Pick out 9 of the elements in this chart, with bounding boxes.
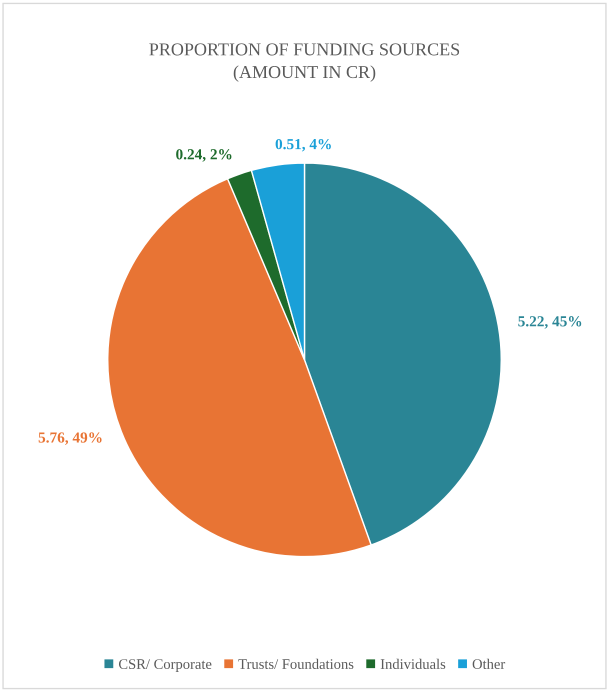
data-label: 0.24, 2% <box>176 149 232 162</box>
legend-label: CSR/ Corporate <box>118 659 212 672</box>
legend-label: Other <box>472 658 506 669</box>
data-label: 0.51, 4% <box>276 138 331 152</box>
data-label: 5.22, 45% <box>518 316 582 329</box>
legend-label: Individuals <box>380 658 446 669</box>
legend-label: Trusts/ Foundations <box>238 658 354 669</box>
chart-title: PROPORTION OF FUNDING SOURCES (AMOUNT IN CR) <box>149 43 460 82</box>
data-label: 5.76, 49% <box>38 432 102 445</box>
